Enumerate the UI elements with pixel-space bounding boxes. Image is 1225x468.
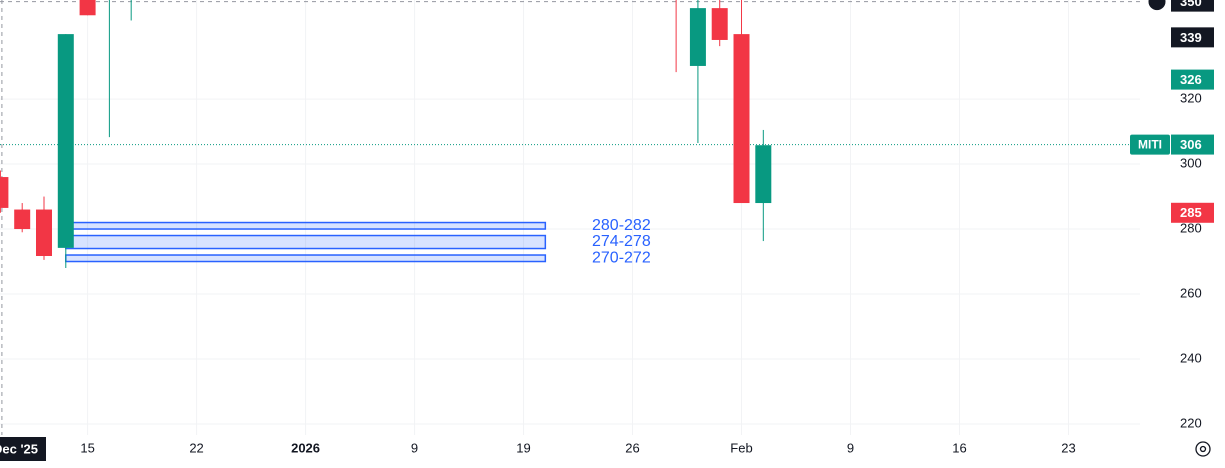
x-tick-label: 15 [80,440,94,455]
zone-box [65,221,547,230]
zone-box [65,234,547,250]
price-label-bg [1171,69,1214,90]
grid [0,0,1140,435]
y-tick-label: 260 [1180,285,1202,300]
x-tick-label: 9 [847,440,854,455]
x-tick-label: 9 [411,440,418,455]
price-label-name: MITI [1138,138,1162,152]
price-label-name-bg [1130,134,1170,155]
y-tick-label: 280 [1180,220,1202,235]
x-tick-label: 26 [625,440,639,455]
settings-icon-ring [1195,441,1211,457]
candle-body [57,34,74,248]
price-label: 306 [1180,137,1202,152]
candle-body [755,145,772,204]
x-tick-label: 2026 [291,440,320,455]
y-tick-label: 320 [1180,91,1202,106]
zone-label: 274-278 [592,233,651,250]
price-label: 339 [1180,30,1202,45]
crosshair-add-button [1147,0,1167,12]
axes: 220 240 260 280 300 320 15 22 2026 9 19 26 Feb 9 16 23 3… [0,0,1214,461]
candle-body [0,177,9,208]
y-tick-label: 240 [1180,350,1202,365]
settings-icon[interactable] [1195,441,1211,457]
zone-label: 270-272 [592,249,651,266]
crosshair-y-bg [1171,0,1214,12]
y-tick-label: 300 [1180,155,1202,170]
x-tick-label: 19 [516,440,530,455]
x-tick-label: 16 [952,440,966,455]
price-label: 326 [1180,72,1202,87]
x-tick-label: Feb [730,440,752,455]
candle-body [711,8,728,40]
candle-body [733,34,750,204]
y-tick-label: 220 [1180,415,1202,430]
candle-body [35,209,52,256]
price-label: 285 [1180,205,1202,220]
x-tick-label: 23 [1061,440,1075,455]
zone-box [65,254,547,263]
price-label-bg [1171,202,1214,223]
x-tick-label: 22 [189,440,203,455]
candle-body [79,0,96,16]
crosshair-x-label: Dec '25 [0,441,38,456]
price-label-bg [1171,27,1214,48]
crosshair-x-bg [0,437,46,461]
crosshair-y-label: 350 [1180,0,1202,9]
candle-body [689,8,706,66]
settings-icon-core [1199,445,1207,453]
price-label-bg [1171,134,1214,155]
candle-body [14,209,31,230]
zone-label: 280-282 [592,217,651,234]
